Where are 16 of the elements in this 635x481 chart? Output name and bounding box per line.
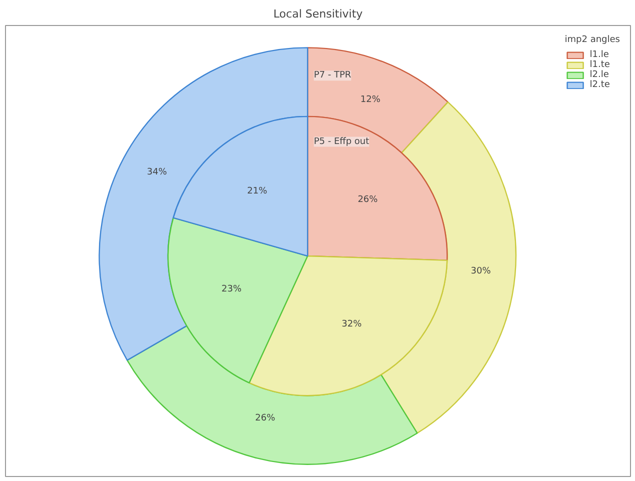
data-label: 26% xyxy=(255,413,276,424)
chart-title: Local Sensitivity xyxy=(273,8,364,20)
data-label: 21% xyxy=(247,186,268,197)
legend-label: l1.le xyxy=(590,50,610,60)
legend-label: l1.te xyxy=(590,60,610,70)
data-label: 26% xyxy=(358,194,378,205)
legend-label: l2.le xyxy=(590,70,610,80)
data-label: 32% xyxy=(342,320,362,330)
data-label: 12% xyxy=(360,94,381,105)
legend-label: l2.te xyxy=(590,80,610,90)
legend-title: imp2 angles xyxy=(564,35,620,45)
data-label: 34% xyxy=(146,167,168,178)
data-label: 23% xyxy=(221,284,242,295)
slice-label: P7 - TPR xyxy=(314,70,352,81)
data-label: 30% xyxy=(470,266,492,276)
slice-label: P5 - Effp out xyxy=(314,136,370,147)
